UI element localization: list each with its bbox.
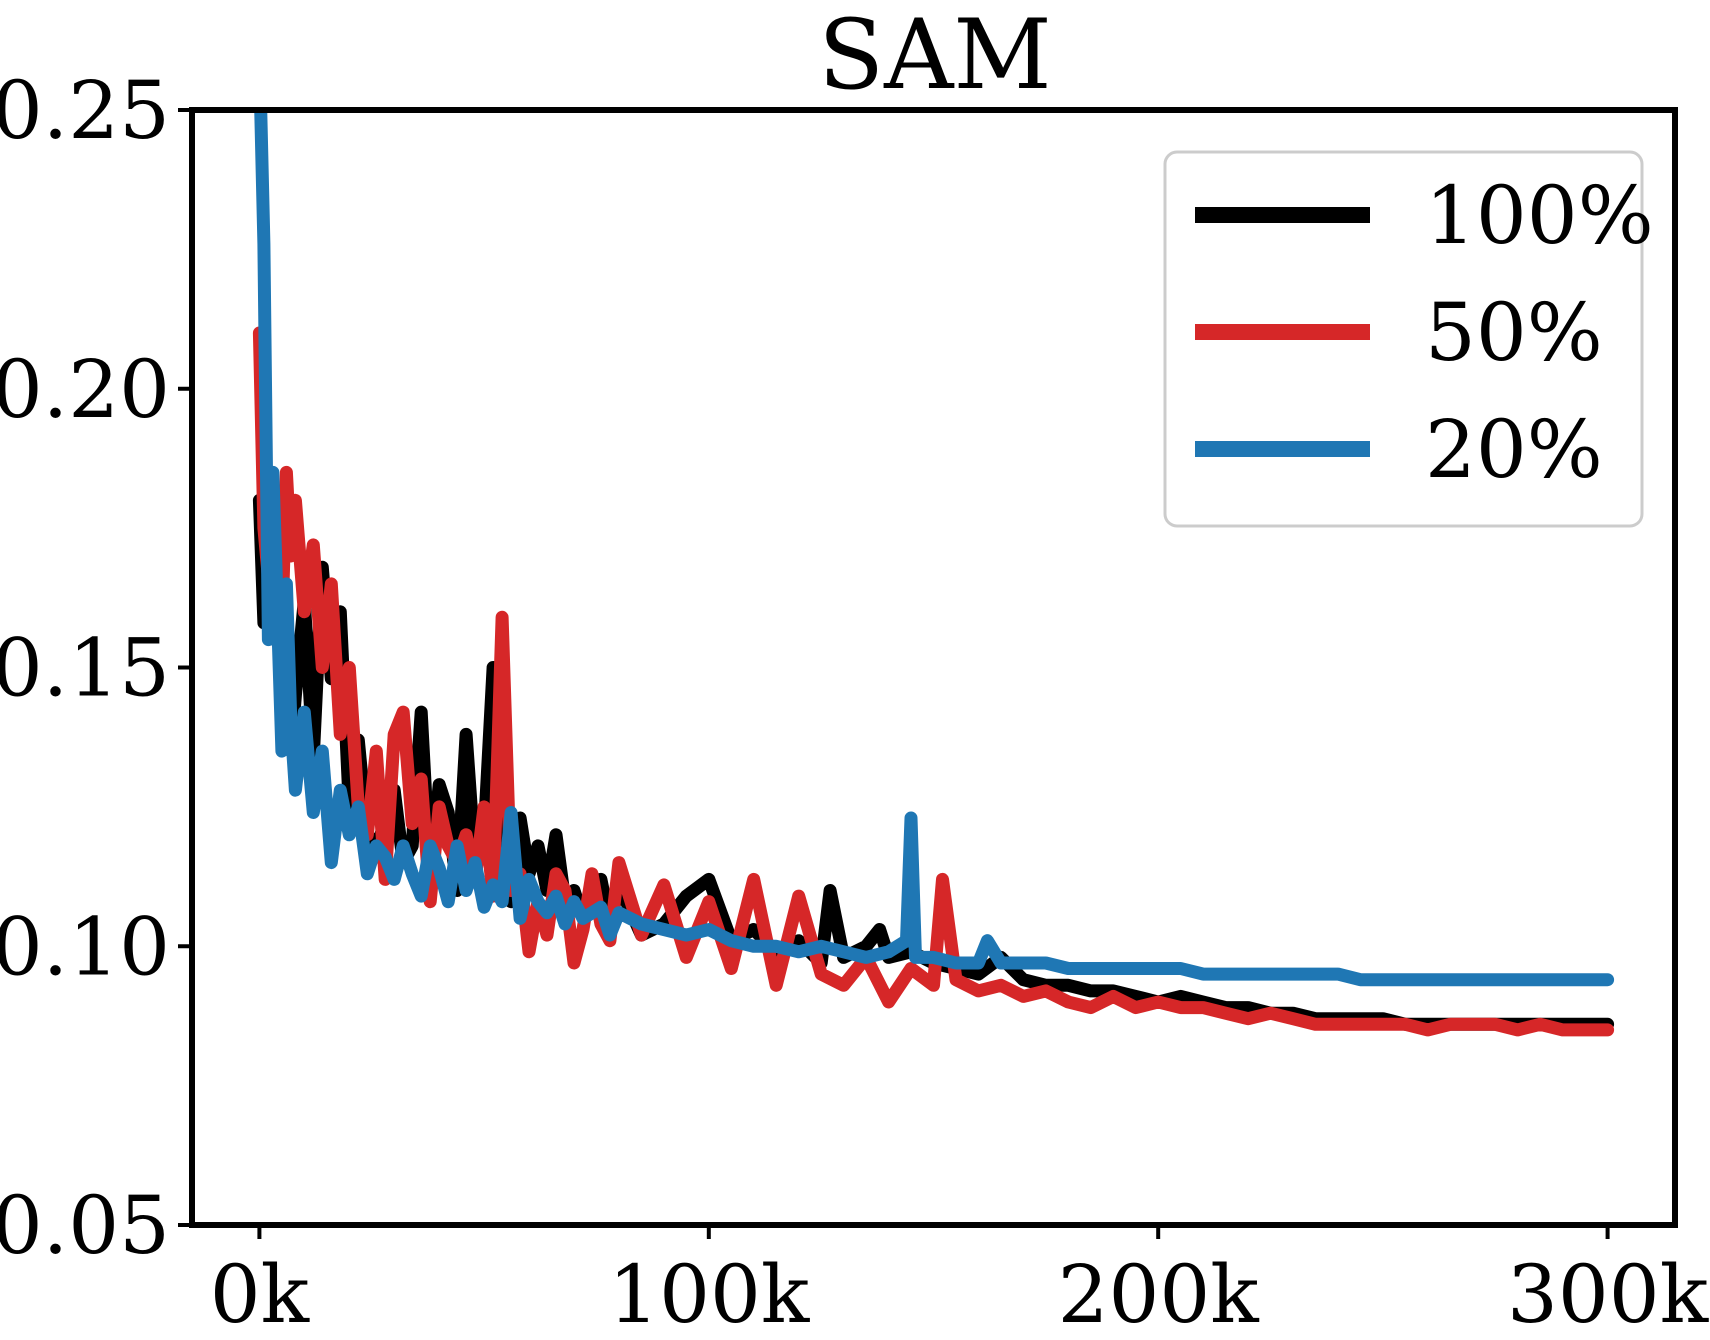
series-line-1 (252, 326, 1615, 1037)
legend-label-2: 20% (1425, 403, 1603, 496)
y-axis: 0.05 0.10 0.15 0.20 0.25 (0, 64, 192, 1272)
series-line-2 (254, 110, 1615, 987)
legend-box (1163, 150, 1644, 528)
x-tick-label: 100k (608, 1248, 811, 1340)
legend: 100% 50% 20% (1163, 150, 1654, 528)
series-layer (252, 110, 1615, 1037)
chart-title: SAM (818, 0, 1051, 111)
x-axis: 0k 100k 200k 300k (210, 1225, 1710, 1340)
y-tick-label: 0.20 (0, 343, 170, 436)
y-tick-label: 0.10 (0, 900, 170, 993)
x-tick-label: 200k (1058, 1248, 1261, 1340)
legend-label-0: 100% (1425, 169, 1654, 262)
x-tick-label: 300k (1507, 1248, 1710, 1340)
x-tick-label: 0k (210, 1248, 311, 1340)
y-tick-label: 0.05 (0, 1179, 170, 1272)
legend-label-1: 50% (1425, 286, 1603, 379)
y-tick-label: 0.15 (0, 622, 170, 715)
y-tick-label: 0.25 (0, 64, 170, 157)
